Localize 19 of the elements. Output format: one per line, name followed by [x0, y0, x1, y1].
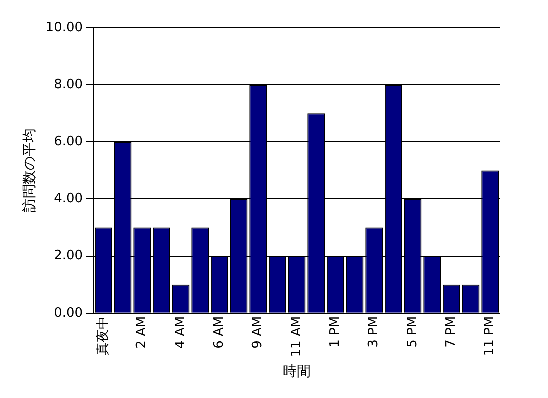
x-tick-label: 3 PM	[366, 316, 382, 348]
y-tick-label: 6.00	[54, 134, 84, 150]
x-tick-label: 2 AM	[134, 316, 150, 349]
x-tick-label: 9 AM	[250, 316, 266, 349]
x-tick-label: 11 PM	[482, 316, 498, 356]
y-tick-label: 2.00	[54, 248, 84, 264]
y-axis-title: 訪問数の平均	[22, 128, 38, 213]
x-tick-label: 5 PM	[405, 316, 420, 348]
y-tick-label: 0.00	[54, 306, 84, 321]
x-tick-label: 7 PM	[444, 316, 460, 348]
x-tick-label: 1 PM	[328, 316, 344, 348]
x-tick-label: 6 AM	[212, 316, 228, 349]
y-tick-label: 8.00	[54, 77, 84, 92]
y-tick-label: 4.00	[54, 192, 84, 207]
x-tick-label: 4 AM	[173, 316, 188, 349]
y-tick-label: 10.00	[46, 20, 84, 36]
x-axis-title: 時間	[283, 364, 312, 380]
x-tick-label: 11 AM	[289, 316, 304, 358]
x-tick-label: 真夜中	[95, 316, 112, 356]
